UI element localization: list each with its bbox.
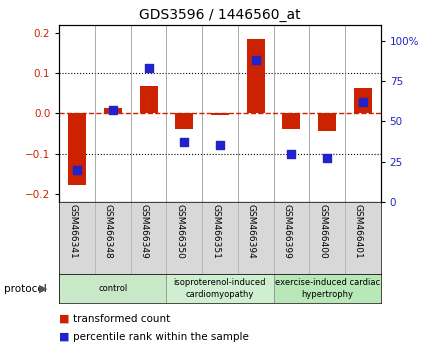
Point — [323, 155, 330, 161]
Text: GSM466351: GSM466351 — [211, 204, 220, 259]
Text: GSM466400: GSM466400 — [318, 204, 327, 259]
Bar — [139, 86, 158, 113]
Text: GSM466394: GSM466394 — [247, 204, 256, 259]
Text: GSM466341: GSM466341 — [68, 204, 77, 259]
Bar — [104, 108, 122, 113]
Text: transformed count: transformed count — [73, 314, 170, 324]
Text: ▶: ▶ — [39, 284, 48, 293]
Point — [252, 57, 259, 63]
Text: GSM466350: GSM466350 — [175, 204, 184, 259]
Point — [110, 107, 117, 113]
Point — [216, 143, 224, 148]
Text: control: control — [98, 284, 128, 293]
Point — [359, 99, 366, 105]
Point — [145, 65, 152, 71]
Bar — [166, 274, 274, 303]
Point — [288, 151, 295, 156]
Bar — [282, 113, 300, 129]
Text: ■: ■ — [59, 314, 70, 324]
Text: GSM466399: GSM466399 — [282, 204, 291, 259]
Bar — [68, 113, 86, 185]
Bar — [247, 39, 264, 113]
Bar — [318, 113, 336, 131]
Bar — [176, 113, 193, 129]
Bar — [211, 113, 229, 115]
Text: exercise-induced cardiac
hypertrophy: exercise-induced cardiac hypertrophy — [275, 279, 380, 298]
Bar — [274, 274, 381, 303]
Text: ■: ■ — [59, 332, 70, 342]
Text: GSM466349: GSM466349 — [139, 204, 149, 259]
Point — [181, 139, 188, 145]
Bar — [59, 274, 166, 303]
Text: GSM466348: GSM466348 — [104, 204, 113, 259]
Point — [74, 167, 81, 172]
Text: protocol: protocol — [4, 284, 47, 293]
Title: GDS3596 / 1446560_at: GDS3596 / 1446560_at — [139, 8, 301, 22]
Text: isoproterenol-induced
cardiomyopathy: isoproterenol-induced cardiomyopathy — [174, 279, 266, 298]
Bar — [354, 88, 372, 113]
Text: GSM466401: GSM466401 — [354, 204, 363, 259]
Text: percentile rank within the sample: percentile rank within the sample — [73, 332, 249, 342]
